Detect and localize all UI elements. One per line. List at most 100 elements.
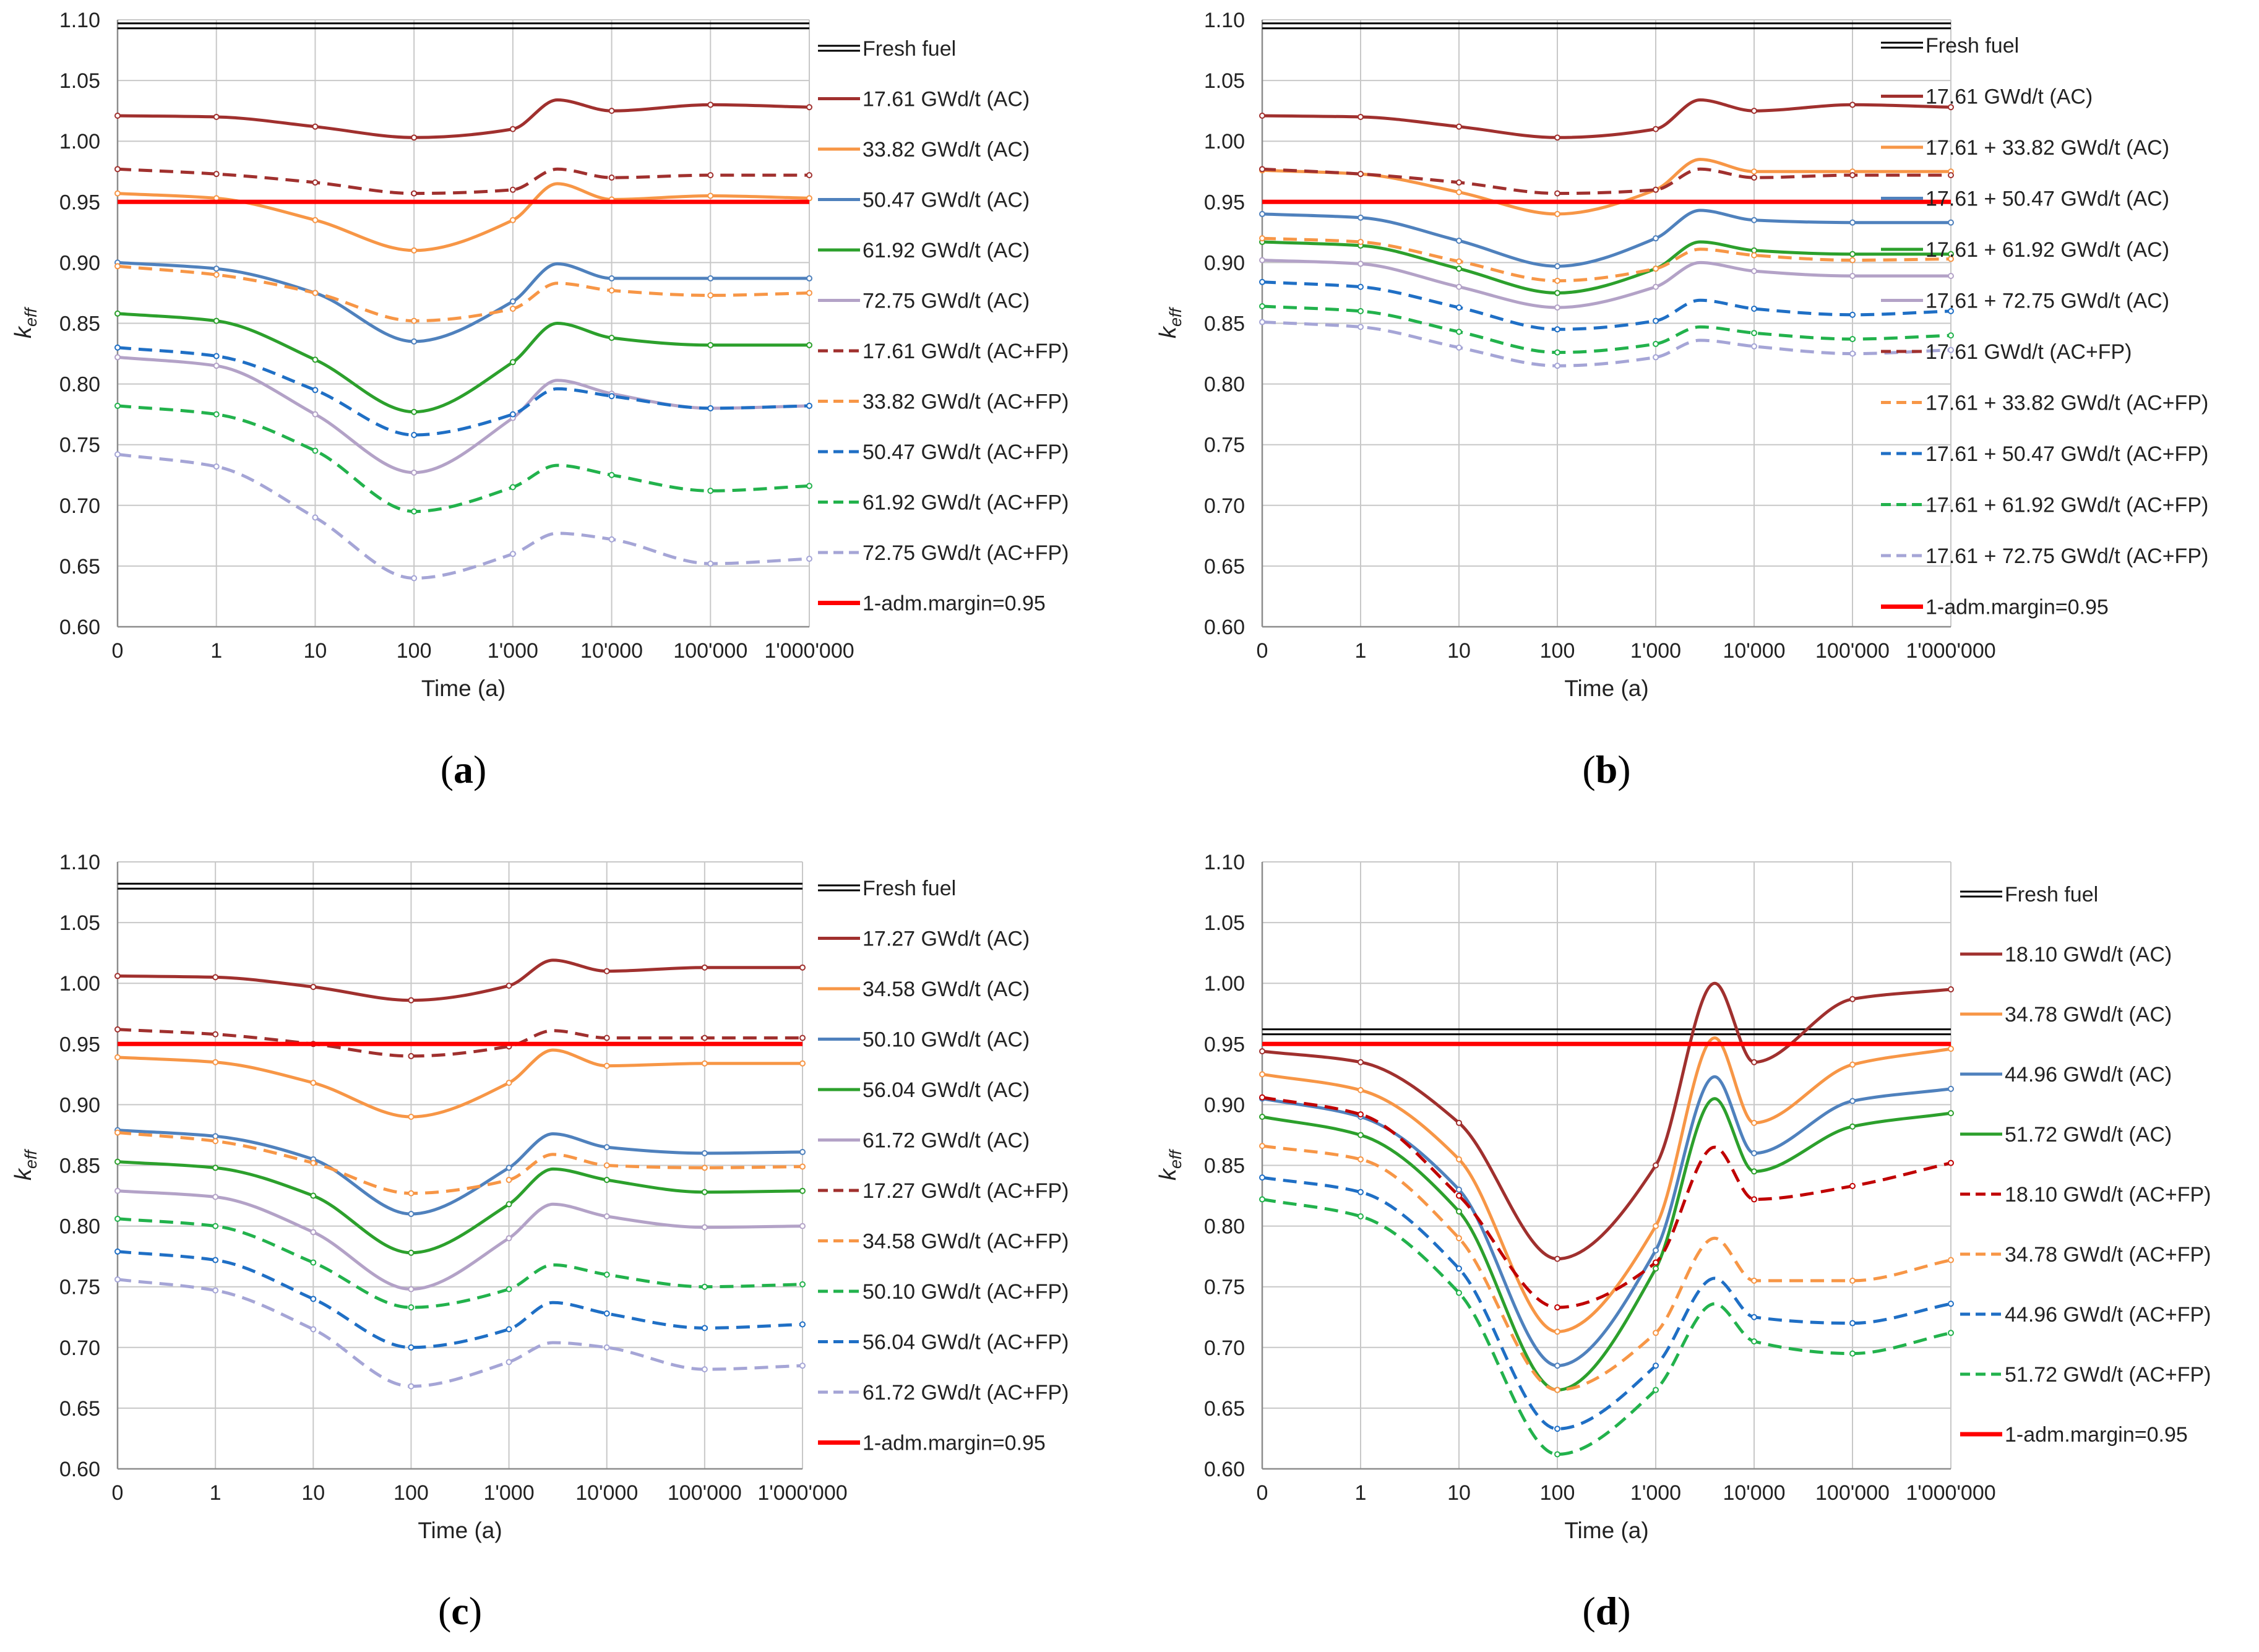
legend-label: 61.72 GWd/t (AC) [863,1129,1030,1153]
series-line-9 [1262,304,1951,355]
series-point [1554,1451,1560,1458]
series-point [1751,252,1757,259]
legend-label: 17.61 + 72.75 GWd/t (AC) [1926,290,2169,313]
series-point [1554,277,1560,284]
series-point [411,317,418,324]
x-tick-label: 10 [1447,639,1471,663]
x-tick-label: 100'000 [673,639,747,663]
series-point [1358,1156,1364,1163]
legend-label: 17.27 GWd/t (AC+FP) [863,1179,1069,1203]
series-point [1456,1119,1462,1126]
legend-label: 56.04 GWd/t (AC) [863,1078,1030,1102]
series-point [1259,1196,1265,1203]
series-point [701,1189,708,1195]
panel-title: (a) [441,747,487,791]
series-point [1653,265,1659,272]
legend-label: 17.61 GWd/t (AC) [1926,85,2093,109]
series-point [213,363,220,369]
series-point [1948,172,1954,179]
series-point [408,997,415,1004]
series-point [114,402,121,409]
legend-label: 34.58 GWd/t (AC+FP) [863,1230,1069,1254]
y-tick-label: 0.75 [59,434,100,457]
legend-c: Fresh fuel 17.27 GWd/t (AC) 34.58 GWd/t (A… [818,877,1069,1455]
x-tick-label: 1'000 [1630,639,1681,663]
series-point [1653,1362,1659,1369]
series-point [1259,1143,1265,1150]
series-point [799,1148,806,1155]
series-point [1259,1094,1265,1101]
series-point [1849,336,1856,343]
series-point [114,1129,121,1136]
series-point [707,192,714,199]
series-point [408,1304,415,1311]
series-point [212,1287,219,1294]
x-axis-title: Time (a) [1564,1518,1648,1543]
y-tick-label: 1.10 [59,851,100,874]
series-point [506,983,512,989]
series-point [114,1276,121,1283]
series-point [603,1271,610,1278]
series-point [1849,251,1856,257]
series-point [701,1224,708,1231]
series-point [114,1215,121,1222]
series-point [312,179,319,186]
legend-label: 72.75 GWd/t (AC) [863,290,1030,313]
panel-title: (b) [1582,747,1630,791]
series-line-7 [1262,1176,1951,1430]
legend-label: 18.10 GWd/t (AC) [2005,943,2172,966]
series-point [1456,1156,1462,1163]
series-point [411,247,418,254]
series-line-5 [1262,1096,1951,1309]
series-point [114,1026,121,1033]
series-point [701,1325,708,1331]
series-point [1751,1277,1757,1284]
legend-label: Fresh fuel [863,877,956,900]
series-point [1751,1314,1757,1320]
series-point [1849,272,1856,279]
series-line-7 [117,1131,803,1195]
y-tick-label: 0.60 [59,1458,100,1481]
series-point [1554,210,1560,217]
y-tick-label: 0.70 [59,1336,100,1360]
legend-label: 33.82 GWd/t (AC) [863,138,1030,161]
legend-label: 56.04 GWd/t (AC+FP) [863,1331,1069,1354]
series-point [310,1259,317,1266]
series-point [603,1144,610,1151]
legend-label: 50.47 GWd/t (AC+FP) [863,441,1069,464]
series-point [114,190,121,197]
chart-panel-b: 0.60 0.65 0.70 0.75 0.80 0.85 0.90 0.95 1.00 1.05… [1155,9,2208,791]
series-point [1554,304,1560,311]
x-tick-label: 1'000'000 [764,639,854,663]
series-point [114,973,121,979]
series-point [1653,126,1659,132]
legend-label: 34.78 GWd/t (AC+FP) [2005,1243,2211,1267]
series-point [408,1383,415,1390]
legend-label: 17.61 + 61.92 GWd/t (AC) [1926,238,2169,262]
x-tick-label: 1'000 [1630,1481,1681,1505]
series-point [1653,1223,1659,1229]
y-tick-label: 1.00 [59,130,100,153]
x-tick-label: 0 [1257,639,1268,663]
series-line-5 [117,1189,803,1291]
series-point [799,1223,806,1229]
legend-label: 17.61 GWd/t (AC) [863,88,1030,111]
series-point [1751,1150,1757,1156]
series-point [310,1159,317,1166]
series-point [707,560,714,567]
series-line-6 [1262,1144,1951,1392]
series-point [1653,317,1659,324]
series-point [509,359,516,366]
y-tick-label: 0.90 [1204,251,1245,275]
series-point [1948,272,1954,279]
series-point [1358,1189,1364,1195]
series-point [213,272,220,278]
x-tick-label: 10'000 [1723,639,1785,663]
series-point [1948,219,1954,226]
series-point [506,1201,512,1208]
series-line-8 [1262,280,1951,331]
series-point [1849,350,1856,357]
series-point [1358,214,1364,221]
x-axis-title: Time (a) [421,676,506,701]
chart-panel-a: 0.60 0.65 0.70 0.75 0.80 0.85 0.90 0.95 1.00 1.05… [11,9,1069,791]
